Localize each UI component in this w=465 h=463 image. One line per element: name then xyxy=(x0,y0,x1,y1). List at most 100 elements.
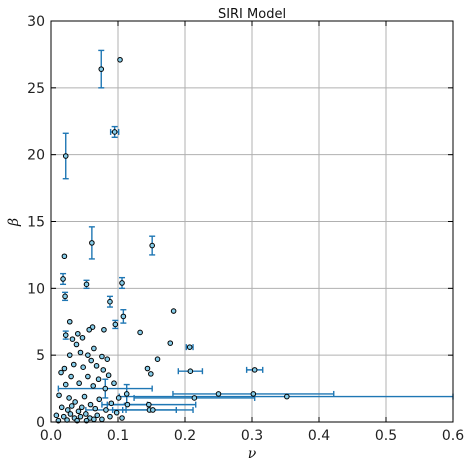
data-point xyxy=(170,308,177,314)
data-point xyxy=(75,330,81,337)
data-point xyxy=(58,369,64,376)
data-point xyxy=(144,365,151,372)
data-point xyxy=(98,66,105,72)
data-point xyxy=(70,361,77,368)
data-point xyxy=(119,415,125,421)
data-point xyxy=(89,240,95,246)
data-point xyxy=(146,401,152,408)
y-tick-label: 5 xyxy=(36,348,45,364)
data-point xyxy=(284,393,290,400)
data-point xyxy=(73,341,80,348)
data-point xyxy=(86,326,92,333)
data-point xyxy=(112,321,119,328)
data-point xyxy=(101,326,107,333)
data-point xyxy=(111,129,118,135)
data-point xyxy=(66,395,72,401)
y-tick-label: 15 xyxy=(27,215,45,231)
data-point xyxy=(67,411,74,417)
data-point xyxy=(149,242,155,249)
data-point xyxy=(123,391,130,397)
data-point xyxy=(85,352,91,358)
data-points xyxy=(53,56,290,424)
data-point xyxy=(58,404,65,411)
data-point xyxy=(61,365,68,372)
data-point xyxy=(93,363,100,369)
data-point xyxy=(150,407,156,413)
data-point xyxy=(62,293,68,300)
x-tick-label: 0.5 xyxy=(375,428,397,444)
y-tick-label: 30 xyxy=(27,14,45,30)
data-point xyxy=(251,367,258,373)
data-point xyxy=(124,401,131,408)
data-point xyxy=(72,399,78,405)
data-point xyxy=(60,276,66,282)
data-point xyxy=(62,332,69,338)
data-point xyxy=(64,407,71,413)
data-point xyxy=(79,334,86,341)
data-point xyxy=(61,253,68,260)
x-tick-label: 0.1 xyxy=(107,428,129,444)
data-point xyxy=(102,385,109,392)
data-point xyxy=(81,393,88,400)
x-tick-label: 0.6 xyxy=(442,428,464,444)
x-tick-label: 0.2 xyxy=(174,428,196,444)
data-point xyxy=(53,412,60,419)
data-point xyxy=(69,336,76,342)
data-point xyxy=(62,153,69,159)
data-point xyxy=(100,367,107,373)
data-point xyxy=(94,412,101,419)
data-point xyxy=(96,396,103,403)
data-point xyxy=(99,353,105,360)
y-axis-label: β xyxy=(6,218,22,227)
data-point xyxy=(83,411,89,417)
data-point xyxy=(103,407,109,413)
data-point xyxy=(68,403,75,409)
data-point xyxy=(90,383,97,389)
data-point xyxy=(75,408,82,415)
data-point xyxy=(80,364,86,370)
data-point xyxy=(66,318,73,325)
data-point xyxy=(95,376,102,383)
data-point xyxy=(76,380,82,387)
y-tick-label: 20 xyxy=(27,148,45,164)
data-point xyxy=(107,413,113,420)
data-point xyxy=(215,391,222,397)
data-point xyxy=(77,349,84,356)
data-point xyxy=(68,373,74,380)
x-axis-label: ν xyxy=(248,446,257,462)
x-tick-label: 0.3 xyxy=(241,428,263,444)
data-point xyxy=(107,298,113,305)
data-point xyxy=(91,345,97,352)
data-point xyxy=(154,356,161,362)
data-point xyxy=(250,391,257,397)
data-point xyxy=(137,329,143,336)
data-point xyxy=(99,416,105,423)
data-point xyxy=(79,404,85,411)
y-tick-label: 25 xyxy=(27,81,45,97)
data-point xyxy=(62,381,69,388)
data-point xyxy=(115,395,122,401)
chart-title: SIRI Model xyxy=(218,7,286,22)
data-point xyxy=(85,373,91,380)
data-point xyxy=(187,368,194,375)
data-point xyxy=(119,280,125,286)
data-point xyxy=(186,344,193,350)
data-point xyxy=(113,409,120,416)
data-point xyxy=(60,413,67,420)
data-point xyxy=(66,352,73,358)
data-point xyxy=(77,413,84,420)
data-point xyxy=(167,340,174,346)
data-point xyxy=(104,356,111,362)
data-point xyxy=(87,401,94,408)
data-point xyxy=(108,400,115,407)
y-tick-label: 10 xyxy=(27,281,45,297)
data-point xyxy=(148,371,154,377)
x-tick-label: 0.4 xyxy=(308,428,330,444)
data-point xyxy=(120,313,127,320)
data-point xyxy=(117,56,123,63)
data-point xyxy=(56,392,62,399)
axis-ticks: 0.0 0.1 0.2 0.3 0.4 0.5 0.6 0 5 10 15 20 25 30 xyxy=(27,14,464,444)
data-point xyxy=(91,416,97,423)
